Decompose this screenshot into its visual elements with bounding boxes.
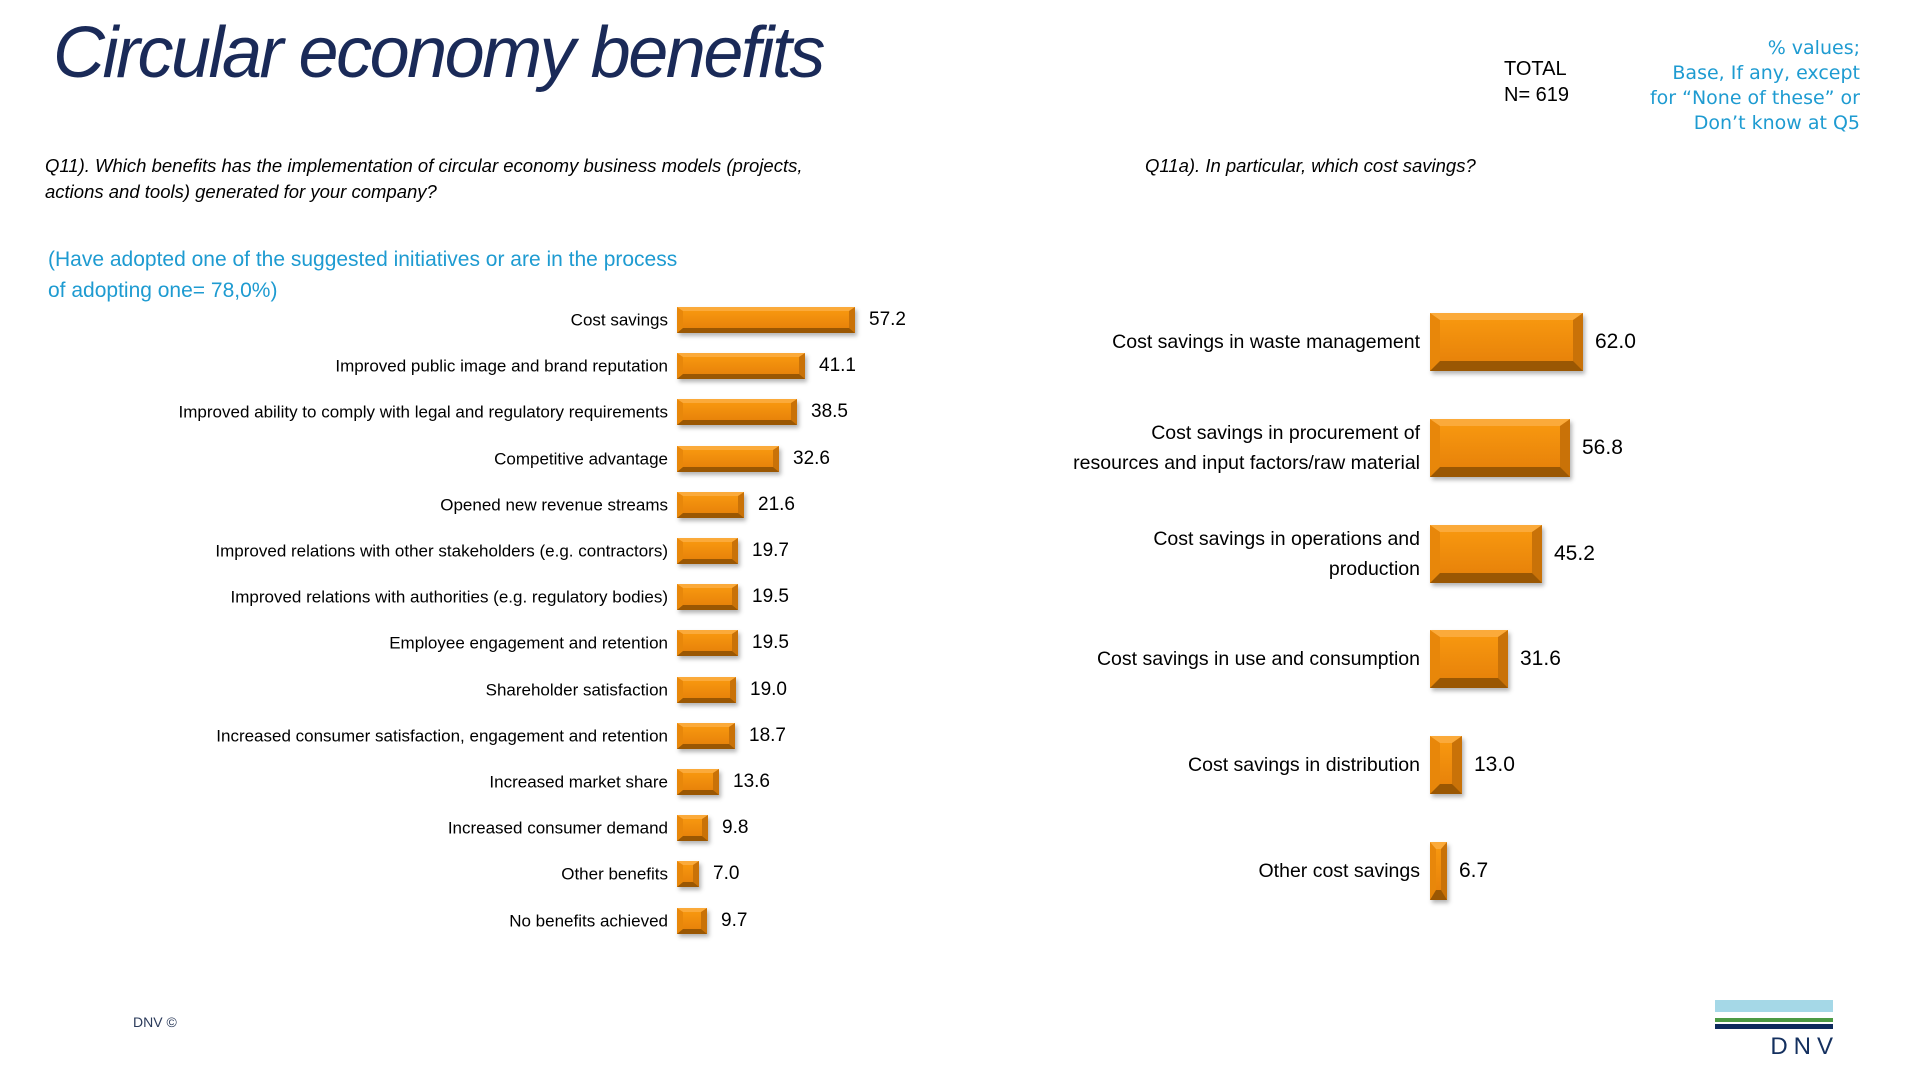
category-label: No benefits achieved (509, 911, 668, 931)
base-note-line: Base, If any, except (1672, 62, 1860, 84)
value-label: 32.6 (793, 447, 830, 469)
category-label: Improved relations with other stakeholde… (215, 541, 668, 561)
category-label: Cost savings in distribution (1188, 754, 1420, 777)
bar (1430, 630, 1508, 689)
bar (677, 491, 744, 518)
logo-bar-lightblue (1715, 1000, 1833, 1012)
value-label: 38.5 (811, 401, 848, 423)
category-label: Other benefits (561, 864, 668, 884)
total-n: N= 619 (1504, 84, 1570, 106)
bar (1430, 736, 1462, 795)
logo-bar-green (1715, 1018, 1833, 1022)
bar (1430, 842, 1447, 900)
slide-title: Circular economy benefits (53, 13, 825, 93)
category-label: Cost savings in use and consumption (1096, 648, 1420, 671)
value-label: 62.0 (1595, 330, 1636, 353)
category-label: Increased market share (489, 772, 668, 792)
question-q11-line1: Q11). Which benefits has the implementat… (45, 155, 803, 176)
bar (677, 445, 779, 472)
category-label: Increased consumer demand (447, 818, 668, 838)
value-label: 13.6 (733, 771, 770, 792)
category-label: Cost savings in operations and productio… (1153, 527, 1420, 580)
total-block: TOTAL N= 619 (1504, 56, 1569, 108)
category-label: Improved ability to comply with legal an… (178, 402, 668, 422)
adoption-note-line2: of adopting one= 78,0%) (48, 279, 278, 302)
adoption-note-line1: (Have adopted one of the suggested initi… (48, 248, 678, 271)
question-q11-line2: actions and tools) generated for your co… (45, 181, 437, 202)
category-label: Improved public image and brand reputati… (335, 356, 668, 376)
bar (677, 584, 738, 611)
value-label: 19.5 (752, 632, 789, 654)
value-label: 21.6 (758, 493, 795, 515)
logo-wordmark: DNV (1770, 1033, 1839, 1060)
category-label: Opened new revenue streams (440, 495, 668, 515)
bar (677, 538, 738, 564)
value-label: 41.1 (819, 355, 856, 377)
value-label: 6.7 (1459, 859, 1489, 882)
value-label: 31.6 (1520, 647, 1561, 671)
base-note-line: for “None of these” or (1649, 87, 1860, 109)
bar (677, 307, 855, 333)
category-label: Shareholder satisfaction (485, 680, 668, 700)
question-q11: Q11). Which benefits has the implementat… (45, 153, 802, 205)
value-label: 13.0 (1474, 753, 1515, 777)
adoption-note: (Have adopted one of the suggested initi… (48, 244, 677, 306)
value-label: 7.0 (713, 863, 740, 885)
category-label: Cost savings in procurement of resources… (1073, 421, 1420, 474)
value-label: 19.7 (752, 540, 789, 561)
bar (677, 861, 699, 888)
value-label: 19.5 (752, 586, 789, 608)
bar (677, 630, 738, 657)
category-label: Other cost savings (1258, 860, 1420, 882)
category-label: Cost savings (570, 310, 668, 330)
base-note: % values; Base, If any, except for “None… (1650, 36, 1860, 136)
bar (677, 722, 735, 749)
value-label: 57.2 (869, 309, 906, 330)
value-label: 19.0 (750, 678, 787, 700)
bar (677, 676, 736, 703)
value-label: 9.8 (722, 817, 749, 839)
base-note-line: Don’t know at Q5 (1693, 112, 1860, 134)
bar (677, 399, 797, 426)
value-label: 56.8 (1582, 435, 1623, 459)
category-label: Increased consumer satisfaction, engagem… (216, 726, 668, 746)
value-label: 45.2 (1554, 541, 1595, 565)
bar (1430, 313, 1583, 371)
logo-bar-navy (1715, 1024, 1833, 1029)
base-note-line: % values; (1767, 37, 1860, 59)
category-label: Employee engagement and retention (389, 633, 668, 653)
bar (1430, 524, 1542, 583)
question-q11a-line: Q11a). In particular, which cost savings… (1145, 155, 1476, 176)
bar (677, 769, 719, 795)
bar (677, 907, 707, 934)
total-label: TOTAL (1504, 58, 1567, 80)
dnv-logo: DNV (1715, 1000, 1833, 1061)
question-q11a: Q11a). In particular, which cost savings… (1145, 153, 1476, 179)
bar (677, 815, 708, 842)
value-label: 18.7 (749, 724, 786, 746)
category-label: Cost savings in waste management (1112, 331, 1420, 353)
value-label: 9.7 (721, 909, 748, 931)
bar (677, 353, 805, 380)
bar (1430, 418, 1570, 477)
copyright-text: DNV © (133, 1014, 177, 1030)
category-label: Competitive advantage (494, 449, 668, 469)
category-label: Improved relations with authorities (e.g… (230, 587, 669, 607)
